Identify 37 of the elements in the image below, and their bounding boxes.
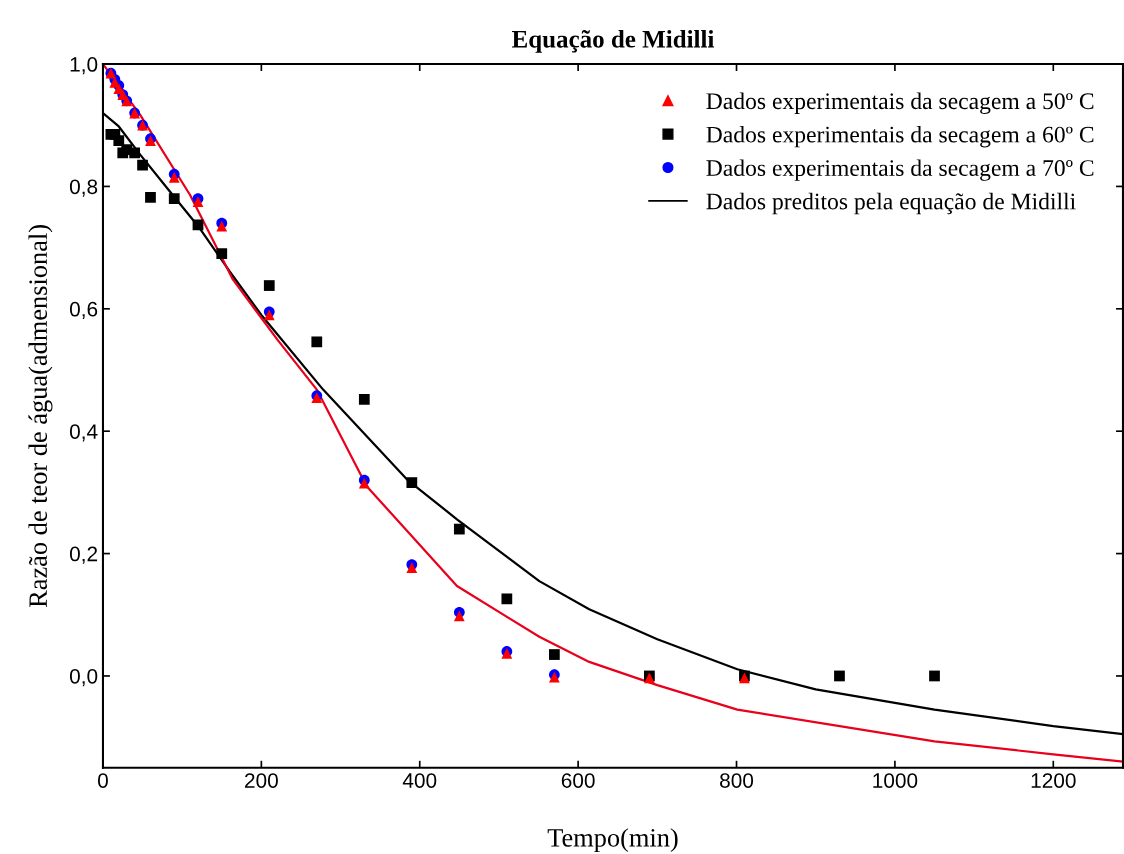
- point: [358, 394, 370, 405]
- x-axis-title: Tempo(min): [547, 828, 678, 853]
- chart-title: Equação de Midilli: [512, 29, 715, 53]
- x-tick-label: 0: [97, 773, 108, 788]
- point: [216, 248, 228, 260]
- y-tick-label: 0,4: [69, 424, 98, 442]
- y-axis-title: Razão de teor de água(admensional): [28, 225, 53, 608]
- point: [137, 159, 148, 171]
- point: [113, 135, 125, 146]
- x-tick-label: 600: [561, 773, 595, 788]
- y-tick-label: 0,2: [69, 546, 98, 564]
- x-tick-label: 200: [245, 773, 278, 788]
- point: [406, 562, 418, 574]
- point: [453, 610, 465, 622]
- x-tick-label: 1000: [873, 773, 918, 788]
- x-tick-label: 400: [402, 773, 437, 788]
- point: [145, 192, 156, 203]
- legend-label: Dados experimentais da secagem a 70º C: [706, 159, 1094, 181]
- y-tick-label: 0,8: [69, 179, 98, 197]
- y-tick-label: 1,0: [70, 57, 98, 75]
- legend-label: Dados experimentais da secagem a 60º C: [706, 125, 1094, 148]
- point: [311, 336, 323, 348]
- y-tick-label: 0,0: [69, 668, 98, 687]
- point: [548, 649, 560, 660]
- point: [263, 280, 275, 291]
- x-tick-label: 800: [720, 773, 754, 788]
- legend-label: Dados experimentais da secagem a 50º C: [706, 92, 1094, 115]
- point: [453, 523, 465, 535]
- y-tick-label: 0,6: [69, 301, 98, 320]
- x-tick-label: 1200: [1031, 773, 1076, 788]
- point: [129, 147, 141, 159]
- point: [834, 670, 845, 682]
- point: [406, 477, 418, 488]
- point: [929, 670, 940, 682]
- point: [168, 193, 180, 205]
- point: [501, 593, 513, 605]
- legend-label: Dados preditos pela equação de Midilli: [706, 192, 1076, 215]
